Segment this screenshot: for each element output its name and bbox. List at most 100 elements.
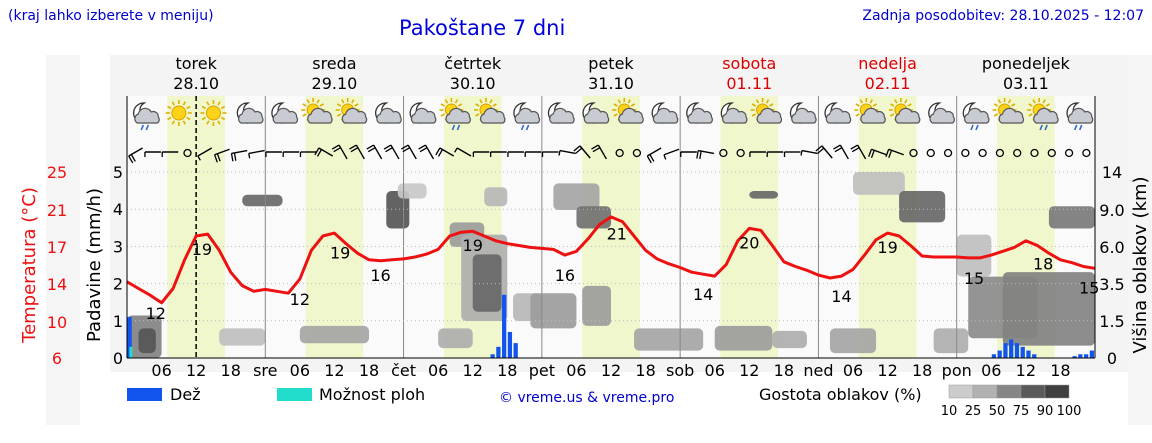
wind-barb (800, 149, 818, 156)
cloud-patch (1048, 206, 1095, 229)
temperature-label: 20 (739, 233, 759, 252)
sun-cloud-icon (335, 98, 368, 124)
calm-circle (1064, 148, 1074, 158)
day-date: 28.10 (173, 74, 219, 93)
density-level-label: 25 (965, 404, 982, 419)
wind-barb (909, 148, 918, 158)
wind-barb (995, 148, 1005, 158)
sun-ray (186, 105, 191, 110)
sun-ray (444, 99, 449, 104)
wind-barb (926, 148, 935, 158)
wind-barb (472, 151, 490, 157)
day-name: torek (175, 54, 217, 73)
last-updated: Zadnja posodobitev: 28.10.2025 - 12:07 (862, 8, 1144, 24)
location-hint: (kraj lahko izberete v meniju) (8, 8, 214, 24)
barb-staff (424, 144, 435, 160)
rain-bar (1003, 343, 1008, 358)
wind-barb (282, 151, 300, 157)
temperature-label: 14 (831, 287, 851, 306)
sun-cloud-icon (888, 98, 921, 124)
wind-barb (850, 144, 867, 160)
density-level-label: 10 (941, 404, 958, 419)
cloud-shape (964, 107, 990, 124)
barb-feather (696, 150, 699, 159)
x-day-label: pon (942, 361, 972, 380)
wind-barb (435, 147, 455, 157)
legend: Dež Možnost ploh © vreme.us & vreme.pro Gos… (127, 384, 1081, 419)
calm-circle (736, 148, 745, 158)
barb-feather (314, 147, 320, 156)
barb-feather (331, 144, 340, 150)
x-hour-label: 18 (774, 361, 794, 380)
density-swatch (972, 384, 998, 399)
sun-ray (613, 113, 618, 117)
calm-circle (632, 148, 642, 158)
temperature-label: 19 (330, 243, 350, 262)
barb-feather (197, 155, 201, 161)
precipitation-axis-title: Padavine (mm/h) (84, 188, 105, 342)
temperature-series: 12 19 12 19 16 19 16 21 14 20 14 19 15 18 15 (126, 215, 1099, 323)
rain-bar (502, 294, 507, 358)
precip-tick-label: 5 (113, 163, 123, 182)
wind-barb (943, 148, 953, 158)
cloud-shape (307, 107, 333, 124)
calm-circle (995, 148, 1005, 158)
wind-barb (366, 144, 383, 160)
wind-barb (680, 151, 697, 157)
weather-icon-row (133, 98, 1094, 131)
cloud-shape (929, 107, 955, 124)
temperature-label: 15 (1079, 278, 1099, 297)
wind-barb (1064, 148, 1074, 158)
calm-circle (1030, 148, 1039, 158)
rain-drop (451, 124, 456, 131)
precipitation-bars (127, 294, 1094, 358)
rain-bar (1009, 339, 1014, 358)
sun-ray (492, 103, 497, 107)
wind-barb (507, 151, 524, 157)
barb-feather (248, 153, 251, 159)
wind-barb (833, 144, 849, 160)
sun-ray (855, 103, 860, 107)
wind-barb (573, 145, 591, 159)
density-swatch (1044, 384, 1070, 399)
sun-ray (440, 113, 445, 117)
wind-barb (1082, 148, 1091, 158)
calm-circle (1082, 148, 1091, 158)
day-name: sobota (722, 54, 776, 73)
x-hour-label: 18 (635, 361, 655, 380)
x-hour-label: 18 (1050, 361, 1070, 380)
cloud-shape (1033, 107, 1059, 124)
sun-ray (316, 99, 320, 104)
barb-feather (130, 154, 136, 162)
cloud-shape (376, 107, 402, 124)
sun-ray (855, 113, 860, 117)
cloud-shape (652, 107, 679, 124)
barb-feather (333, 147, 341, 153)
barb-staff (579, 145, 591, 159)
barb-staff (456, 147, 472, 157)
wind-barb (1047, 148, 1056, 158)
barb-feather (833, 144, 841, 150)
moon-cloud-icon (686, 102, 713, 124)
sun-ray (354, 103, 359, 107)
moon-cloud-icon (582, 102, 610, 124)
wind-barb (418, 144, 435, 160)
temperature-label: 19 (877, 238, 897, 257)
cloud-patch (772, 330, 807, 349)
moon-cloud-icon (375, 102, 402, 124)
sun-ray (206, 120, 210, 125)
legend-density-label: Gostota oblakov (%) (759, 385, 922, 404)
cloud-patch (472, 254, 502, 312)
day-date: 29.10 (312, 74, 358, 93)
sun-ray (993, 113, 999, 117)
cloud-shape (549, 107, 575, 124)
barb-feather (350, 147, 359, 153)
barb-feather (128, 155, 134, 164)
calm-circle (926, 148, 935, 158)
temp-tick-label: 17 (47, 238, 67, 257)
cloud-patch (138, 328, 156, 354)
legend-shower-label: Možnost ploh (319, 385, 425, 404)
day-date: 03.11 (1003, 74, 1049, 93)
temperature-label: 12 (290, 290, 310, 309)
cloud-shape (583, 107, 610, 124)
